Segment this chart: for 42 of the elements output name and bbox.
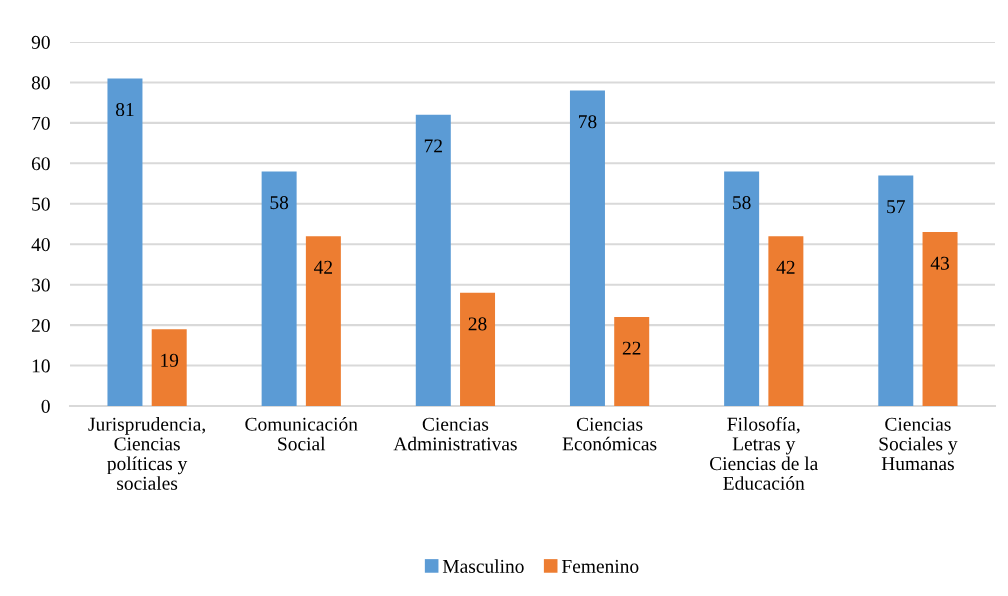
y-tick-label: 30: [32, 278, 50, 292]
x-tick-label: Ciencias Sociales y Humanas: [879, 417, 958, 471]
x-tick-label: Filosofía, Letras y Ciencias de la Educación: [710, 416, 819, 490]
x-tick-label: Jurisprudencia, Ciencias políticas y sociales: [88, 417, 205, 490]
bar: [569, 90, 605, 406]
x-tick-label: Ciencias Económicas: [562, 417, 657, 451]
legend-label: Femenino: [561, 559, 639, 573]
data-label: 81: [115, 103, 134, 117]
bar: [415, 114, 451, 406]
y-tick-label: 0: [41, 399, 50, 413]
y-tick-label: 40: [31, 238, 50, 252]
bar: [878, 175, 914, 406]
y-tick-label: 20: [31, 318, 50, 333]
bar: [261, 171, 297, 406]
data-label: 19: [161, 353, 179, 367]
y-tick-label: 80: [31, 76, 50, 90]
y-tick-label: 10: [32, 359, 50, 373]
bar: [724, 171, 760, 406]
data-label: 78: [579, 115, 597, 129]
bar: [460, 292, 496, 406]
bar: [107, 78, 143, 406]
bar: [922, 232, 958, 406]
data-label: 42: [314, 260, 333, 274]
data-label: 72: [424, 139, 442, 153]
y-tick-label: 50: [32, 197, 50, 211]
legend-label: Masculino: [442, 559, 524, 573]
bar: [768, 236, 804, 406]
data-label: 43: [930, 256, 949, 270]
x-tick-label: Comunicación Social: [245, 417, 358, 451]
data-label: 58: [733, 196, 751, 210]
y-tick-label: 90: [31, 35, 50, 49]
data-label: 42: [776, 260, 795, 274]
y-tick-label: 60: [31, 157, 50, 171]
x-tick-label: Ciencias Administrativas: [393, 417, 517, 451]
data-label: 22: [622, 341, 641, 355]
data-label: 57: [887, 200, 905, 214]
bar: [305, 236, 341, 406]
data-label: 58: [270, 196, 289, 210]
bar: [151, 329, 187, 406]
y-tick-label: 70: [32, 116, 50, 130]
data-label: 28: [468, 317, 487, 331]
bar: [614, 317, 650, 406]
